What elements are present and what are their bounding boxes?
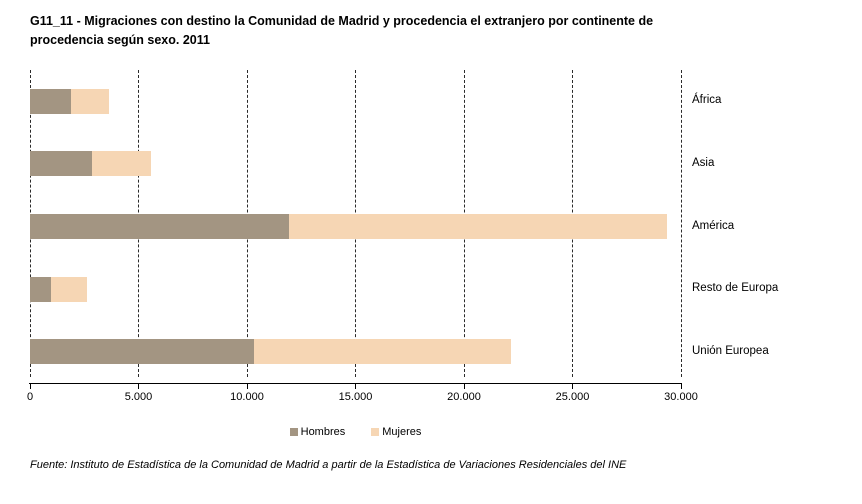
legend-swatch-icon: [371, 428, 380, 436]
source-note: Fuente: Instituto de Estadística de la C…: [30, 459, 627, 471]
bar-segment-mujeres: [92, 151, 151, 177]
bar-segment-hombres: [30, 276, 52, 302]
legend-item-mujeres: Mujeres: [371, 426, 421, 438]
x-axis-tick-label: 25.000: [555, 391, 590, 403]
x-axis-tick: [29, 384, 31, 389]
x-axis-tick-label: 20.000: [447, 391, 481, 403]
category-label: América: [692, 219, 735, 232]
bar-segment-hombres: [30, 88, 72, 114]
x-axis-tick: [572, 384, 573, 389]
bar-segment-hombres: [30, 214, 289, 239]
x-axis-tick-label: 5.000: [124, 391, 153, 403]
x-axis-tick-label: 15.000: [338, 391, 373, 403]
x-axis: 0 5.000 10.000 15.000 20.000 25.000 30.000: [27, 384, 698, 408]
x-axis-tick-label: 10.000: [230, 391, 264, 403]
legend-label: Hombres: [300, 426, 346, 438]
bar-segment-mujeres: [288, 214, 667, 239]
x-axis-line: [29, 383, 682, 384]
plot-area: [29, 70, 682, 384]
legend: Hombres Mujeres: [30, 426, 681, 438]
legend-swatch-icon: [289, 428, 298, 436]
legend-label: Mujeres: [382, 426, 422, 438]
bar-row: [30, 276, 681, 302]
legend-item-hombres: Hombres: [289, 426, 346, 438]
x-axis-tick: [355, 384, 356, 389]
bar-row: [30, 151, 681, 177]
bar-row: [30, 88, 681, 114]
category-label: Resto de Europa: [692, 282, 779, 295]
x-axis-tick: [138, 384, 139, 389]
x-axis-tick-label: 30.000: [664, 391, 698, 403]
category-label: Unión Europea: [692, 344, 769, 357]
bar-segment-mujeres: [254, 339, 511, 365]
vertical-gridline: [680, 70, 682, 377]
x-axis-tick: [246, 384, 248, 389]
bar-segment-hombres: [30, 151, 93, 177]
x-axis-tick-label: 0: [26, 391, 34, 403]
bar-row: [30, 339, 681, 365]
category-label: África: [692, 94, 722, 107]
x-axis-tick: [463, 384, 465, 389]
bar-segment-mujeres: [51, 276, 87, 302]
category-labels: África Asia América Resto de Europa Unión Eu…: [692, 70, 857, 383]
category-label: Asia: [692, 156, 715, 169]
bar-segment-hombres: [30, 339, 255, 365]
bar-segment-mujeres: [71, 88, 109, 114]
chart-title: G11_11 - Migraciones con destino la Comu…: [30, 14, 654, 47]
x-axis-tick: [680, 384, 682, 389]
bar-row: [30, 214, 681, 239]
